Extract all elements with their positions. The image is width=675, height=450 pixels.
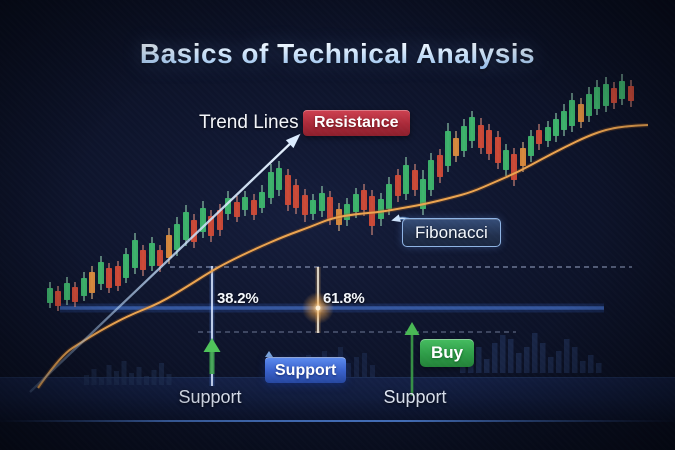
trend-lines-label: Trend Lines <box>199 112 299 133</box>
resistance-badge[interactable]: Resistance <box>303 110 410 136</box>
support-label-left: Support <box>178 387 242 407</box>
fib-382-label: 38.2% <box>217 290 259 307</box>
support-label-right: Support <box>383 387 447 407</box>
page-title: Basics of Technical Analysis <box>0 38 675 70</box>
support-button[interactable]: Support <box>265 357 347 383</box>
buy-button[interactable]: Buy <box>420 339 475 367</box>
fib-618-label: 61.8% <box>323 290 365 307</box>
fibonacci-button[interactable]: Fibonacci <box>402 218 501 247</box>
